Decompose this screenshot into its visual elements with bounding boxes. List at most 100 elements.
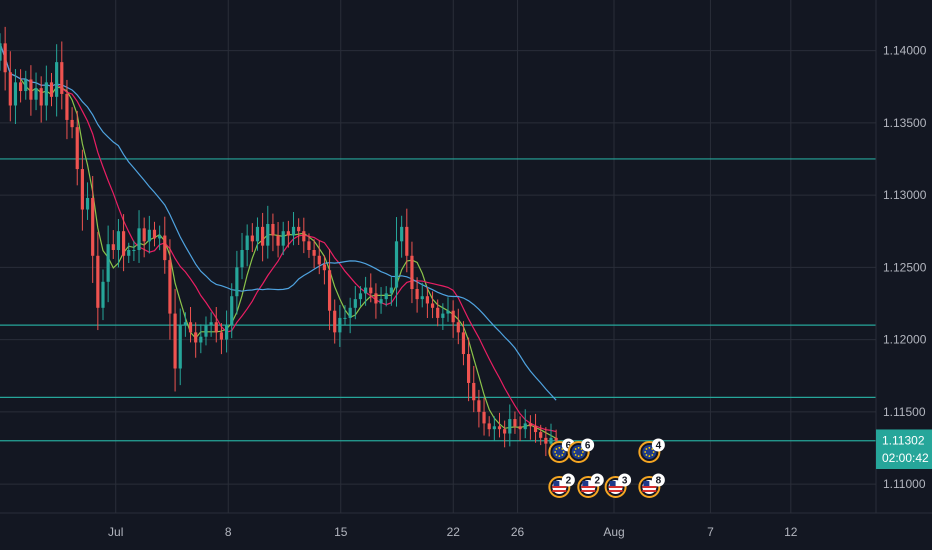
flag-stripe: [608, 490, 623, 492]
us-event-marker[interactable]: 2: [548, 473, 575, 498]
candle-body: [384, 293, 388, 300]
event-count: 4: [656, 441, 662, 452]
countdown-tag: 02:00:42: [876, 447, 932, 469]
candle-body: [132, 249, 136, 251]
candle-body: [322, 264, 327, 271]
y-tick-label: 1.11500: [883, 405, 926, 419]
moving-average-line: [0, 43, 557, 401]
candle-body: [425, 296, 429, 304]
candle-body: [19, 82, 23, 92]
candle-body: [34, 88, 38, 100]
candle-body: [497, 426, 502, 430]
candle-body: [178, 325, 182, 369]
flag-star: [577, 446, 580, 449]
time-axis[interactable]: Jul 8 15 22 26 Aug 7 12: [108, 525, 798, 539]
x-tick-label: 8: [225, 525, 232, 539]
candle-body: [513, 419, 517, 427]
candle-body: [183, 322, 187, 326]
candle-body: [394, 241, 399, 288]
candle-body: [39, 88, 43, 106]
candle-body: [199, 336, 203, 343]
candle-body: [0, 43, 2, 61]
flag-canton: [553, 481, 560, 486]
flag-stripe: [552, 490, 567, 492]
candle-body: [204, 325, 208, 337]
flag-star: [644, 451, 647, 453]
candle-body: [343, 317, 347, 319]
y-tick-label: 1.12000: [883, 333, 927, 347]
candle-body: [348, 307, 352, 318]
candle-body: [539, 432, 543, 438]
candle-body: [235, 267, 239, 297]
candle-body: [240, 249, 244, 268]
candle-body: [518, 426, 522, 430]
x-tick-label: Jul: [108, 525, 123, 539]
candle-body: [230, 296, 234, 326]
candle-body: [245, 235, 249, 250]
flag-star: [558, 455, 561, 458]
candle-body: [286, 231, 290, 236]
candle-body: [364, 287, 368, 294]
event-count-badge: [581, 438, 595, 452]
y-tick-label: 1.14000: [883, 44, 927, 58]
flag-star: [648, 446, 651, 449]
candle-body: [461, 332, 466, 355]
candle-body: [389, 287, 393, 294]
candle-body: [379, 299, 383, 304]
flag-star: [562, 451, 565, 453]
candle-body: [116, 231, 121, 250]
candle-body: [168, 260, 172, 314]
event-count-badge: [590, 473, 604, 487]
candle-body: [188, 322, 193, 333]
event-count-badge: [561, 473, 575, 487]
economic-events[interactable]: 6 6 4 2 2 3 8: [548, 438, 665, 498]
candle-body: [533, 426, 538, 433]
x-tick-label: 7: [707, 525, 714, 539]
candle-body: [374, 293, 378, 304]
flag-stripe: [552, 486, 567, 488]
y-tick-label: 1.13000: [883, 188, 927, 202]
event-count: 6: [566, 441, 572, 452]
us-event-marker[interactable]: 3: [604, 473, 632, 498]
candle-body: [261, 226, 265, 246]
candle-body: [209, 322, 213, 326]
candle-body: [441, 313, 445, 318]
y-tick-label: 1.13500: [883, 116, 927, 130]
candle-body: [85, 197, 90, 210]
candle-body: [297, 226, 301, 232]
y-tick-label: 1.12500: [883, 260, 927, 274]
candle-body: [554, 437, 558, 441]
candle-body: [467, 354, 471, 383]
grid: [0, 0, 876, 513]
eu-event-marker[interactable]: 6: [567, 438, 595, 463]
candle-body: [13, 82, 18, 106]
candle-body: [24, 79, 28, 92]
candle-body: [96, 255, 100, 308]
event-count-badge: [651, 438, 665, 452]
candle-body: [173, 313, 177, 369]
flag-canton: [609, 481, 616, 486]
candle-body: [219, 332, 224, 340]
us-event-marker[interactable]: 2: [577, 473, 604, 498]
flag-star: [561, 448, 564, 450]
x-tick-label: 12: [784, 525, 798, 539]
flag-canton: [643, 481, 650, 486]
candle-body: [544, 437, 548, 444]
price-axis[interactable]: 1.14000 1.13500 1.13000 1.12500 1.12000 1.115…: [883, 44, 927, 492]
flag-star: [555, 448, 558, 450]
candle-body: [523, 423, 527, 430]
flag-stripe: [642, 490, 657, 492]
candle-body: [307, 241, 311, 250]
candle-body: [29, 79, 33, 100]
us-event-marker[interactable]: 8: [638, 473, 665, 498]
candle-body: [250, 235, 254, 242]
candle-body: [472, 382, 476, 401]
candle-body: [255, 226, 260, 242]
candle-body: [302, 231, 306, 242]
flag-stripe: [581, 486, 596, 488]
candle-body: [317, 255, 321, 265]
event-count: 6: [585, 441, 591, 452]
eu-event-marker[interactable]: 4: [638, 438, 665, 463]
candle-body: [147, 229, 151, 242]
